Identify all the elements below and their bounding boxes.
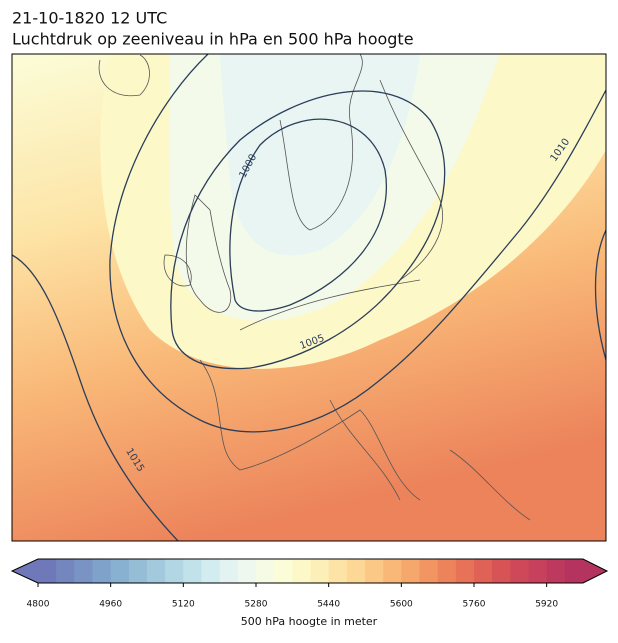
colorbar-swatch: [274, 559, 293, 583]
colorbar-tick-label: 5120: [172, 600, 195, 610]
map-frame: [11, 53, 607, 542]
colorbar: 4800 4960 5120 5280 5440 5600 5760 5920: [10, 558, 609, 610]
colorbar-swatch: [510, 559, 529, 583]
colorbar-swatch: [492, 559, 511, 583]
colorbar-swatch: [455, 559, 475, 583]
colorbar-swatch: [183, 559, 202, 583]
colorbar-swatch: [401, 559, 420, 583]
colorbar-swatch: [147, 559, 166, 583]
colorbar-swatch: [437, 559, 457, 583]
colorbar-extend-high: [583, 559, 607, 583]
colorbar-swatch: [219, 559, 239, 583]
colorbar-swatch: [365, 559, 384, 583]
colorbar-swatch: [128, 559, 148, 583]
colorbar-extend-low: [12, 559, 38, 583]
colorbar-swatch: [383, 559, 402, 583]
colorbar-tick-label: 5280: [245, 600, 268, 610]
colorbar-tick-label: 4960: [99, 600, 122, 610]
colorbar-swatch: [237, 559, 257, 583]
colorbar-tick-label: 4800: [27, 600, 50, 610]
colorbar-swatch: [564, 559, 584, 583]
colorbar-swatch: [165, 559, 184, 583]
colorbar-outline: [10, 558, 609, 584]
colorbar-swatch: [328, 559, 348, 583]
colorbar-swatch: [546, 559, 566, 583]
colorbar-swatch: [528, 559, 548, 583]
colorbar-swatch: [346, 559, 366, 583]
colorbar-swatch: [474, 559, 493, 583]
map: [12, 54, 606, 541]
colorbar-tick-label: 5600: [390, 600, 413, 610]
colorbar-swatch: [92, 559, 112, 583]
colorbar-swatch: [38, 559, 57, 583]
colorbar-label: 500 hPa hoogte in meter: [241, 615, 378, 628]
colorbar-tick-label: 5440: [317, 600, 340, 610]
subtitle: Luchtdruk op zeeniveau in hPa en 500 hPa…: [12, 30, 414, 49]
colorbar-swatch: [110, 559, 130, 583]
title: 21-10-1820 12 UTC: [12, 9, 167, 28]
colorbar-swatch: [292, 559, 311, 583]
colorbar-swatch: [56, 559, 75, 583]
colorbar-swatch: [201, 559, 221, 583]
colorbar-swatch: [419, 559, 439, 583]
colorbar-swatch: [256, 559, 275, 583]
colorbar-swatch: [74, 559, 93, 583]
colorbar-tick-label: 5760: [463, 600, 486, 610]
colorbar-tick-label: 5920: [535, 600, 558, 610]
colorbar-swatch: [310, 559, 330, 583]
